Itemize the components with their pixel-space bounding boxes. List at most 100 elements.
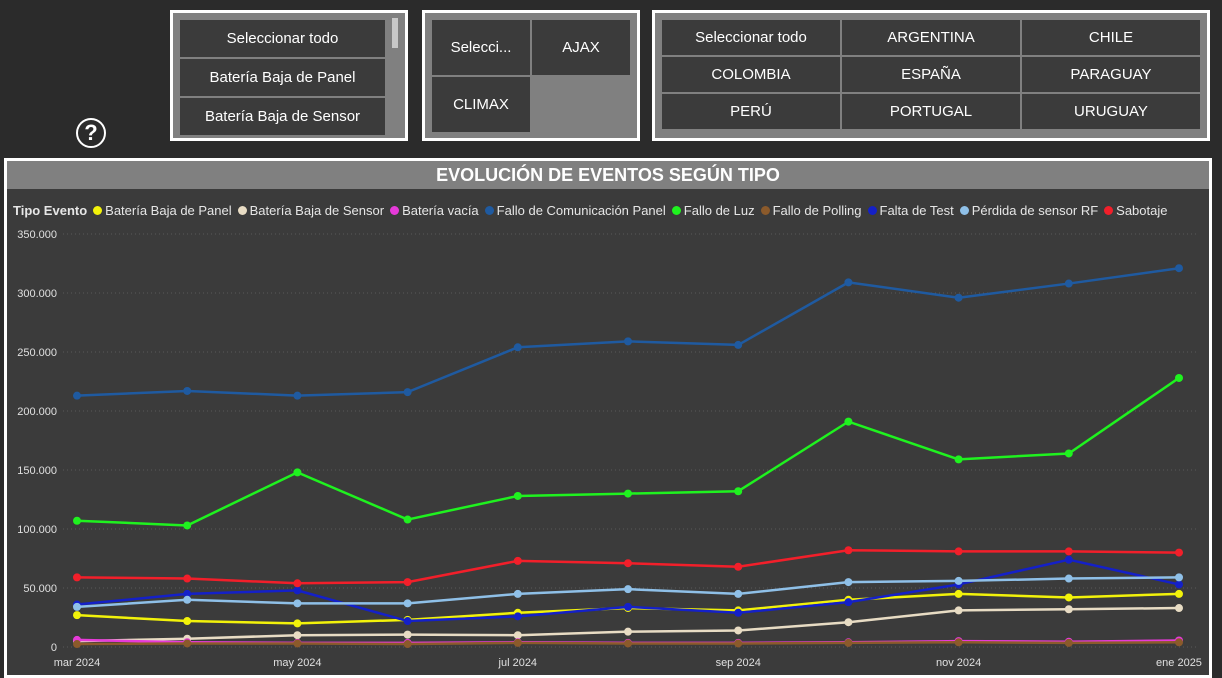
series-line	[76, 606, 1180, 643]
slicer-scrollbar[interactable]	[392, 18, 398, 48]
legend-item[interactable]: Batería vacía	[390, 203, 479, 218]
data-point	[624, 627, 632, 636]
legend-item[interactable]: Batería Baja de Sensor	[237, 203, 384, 218]
slicer-brand: Selecci... AJAX CLIMAX	[422, 10, 640, 141]
slicer-item-uruguay[interactable]: URUGUAY	[1022, 94, 1200, 129]
slicer-item-portugal[interactable]: PORTUGAL	[842, 94, 1020, 129]
data-point	[844, 278, 853, 287]
data-point	[403, 630, 412, 639]
slicer-item-bateria-baja-panel[interactable]: Batería Baja de Panel	[180, 59, 385, 96]
legend-marker	[93, 205, 103, 215]
legend-marker	[484, 205, 494, 215]
data-point	[513, 638, 522, 647]
chart-legend: Tipo Evento Batería Baja de Panel Batería…	[13, 201, 1173, 219]
data-point	[1175, 573, 1183, 582]
data-point	[1064, 574, 1073, 583]
data-point	[734, 340, 743, 349]
slicer-item-ajax[interactable]: AJAX	[532, 20, 630, 75]
slicer-country: Seleccionar todo ARGENTINA CHILE COLOMBI…	[652, 10, 1210, 141]
legend-item[interactable]: Batería Baja de Panel	[93, 202, 232, 218]
series-line	[76, 266, 1180, 397]
data-point	[73, 573, 81, 582]
slicer-item-bateria-baja-sensor[interactable]: Batería Baja de Sensor	[180, 98, 385, 135]
slicer-item-chile[interactable]: CHILE	[1022, 20, 1200, 55]
legend-marker	[237, 205, 247, 215]
data-point	[954, 576, 963, 585]
legend-title: Tipo Evento	[13, 202, 88, 218]
legend-item[interactable]: Fallo de Luz	[671, 202, 755, 218]
data-point	[844, 598, 853, 607]
slicer-item-peru[interactable]: PERÚ	[662, 94, 840, 129]
legend-item[interactable]: Pérdida de sensor RF	[959, 202, 1099, 218]
y-tick-label: 200.000	[17, 406, 57, 418]
legend-marker	[1104, 205, 1114, 215]
data-point	[954, 589, 963, 598]
slicer-item-select-all[interactable]: Seleccionar todo	[662, 20, 840, 55]
slicer-item-climax[interactable]: CLIMAX	[432, 77, 530, 132]
x-tick-label: jul 2024	[498, 657, 538, 669]
data-point	[1175, 264, 1183, 273]
y-tick-label: 300.000	[17, 288, 57, 300]
data-point	[403, 578, 412, 587]
data-point	[954, 606, 963, 615]
data-point	[293, 391, 302, 400]
slicer-item-paraguay[interactable]: PARAGUAY	[1022, 57, 1200, 92]
legend-item[interactable]: Fallo de Comunicación Panel	[484, 202, 666, 218]
data-point	[734, 487, 743, 496]
data-point	[954, 455, 963, 464]
data-point	[844, 578, 853, 587]
x-tick-label: ene 2025	[1156, 657, 1202, 669]
data-point	[513, 556, 522, 565]
data-point	[844, 638, 853, 647]
y-tick-label: 50.000	[23, 583, 57, 595]
slicer-item-espana[interactable]: ESPAÑA	[842, 57, 1020, 92]
slicer-item-colombia[interactable]: COLOMBIA	[662, 57, 840, 92]
data-point	[293, 639, 302, 648]
data-point	[734, 608, 743, 617]
legend-label: Fallo de Luz	[683, 202, 755, 218]
legend-item[interactable]: Fallo de Polling	[760, 202, 862, 218]
data-point	[734, 589, 743, 598]
data-point	[1175, 580, 1183, 589]
legend-item[interactable]: Falta de Test	[867, 203, 954, 218]
data-point	[1064, 593, 1073, 602]
data-point	[513, 343, 522, 352]
data-point	[183, 595, 192, 604]
legend-marker	[760, 205, 770, 215]
y-tick-label: 250.000	[17, 347, 57, 359]
legend-label: Batería Baja de Panel	[105, 202, 232, 218]
data-point	[624, 559, 632, 568]
data-point	[1175, 604, 1183, 613]
data-point	[1064, 449, 1073, 458]
data-point	[624, 585, 632, 594]
slicer-item-select-all[interactable]: Selecci...	[432, 20, 530, 75]
data-point	[1064, 638, 1073, 647]
data-point	[624, 337, 632, 346]
data-point	[513, 612, 522, 621]
data-point	[183, 574, 192, 583]
help-icon[interactable]: ?	[76, 118, 106, 148]
data-point	[844, 546, 853, 555]
data-point	[734, 626, 743, 635]
y-tick-label: 0	[51, 642, 57, 654]
slicer-item-select-all[interactable]: Seleccionar todo	[180, 20, 385, 57]
x-tick-label: nov 2024	[936, 657, 981, 669]
legend-item[interactable]: Sabotaje	[1104, 203, 1167, 218]
data-point	[73, 640, 81, 649]
legend-label: Fallo de Comunicación Panel	[496, 202, 666, 218]
legend-label: Sabotaje	[1116, 202, 1168, 218]
data-point	[513, 631, 522, 640]
series-line	[76, 376, 1180, 527]
data-point	[624, 602, 632, 611]
data-point	[293, 579, 302, 588]
data-point	[954, 293, 963, 302]
data-point	[844, 618, 853, 627]
chart-title: EVOLUCIÓN DE EVENTOS SEGÚN TIPO	[7, 161, 1209, 189]
legend-label: Batería vacía	[402, 202, 479, 218]
y-tick-label: 350.000	[17, 229, 57, 241]
slicer-item-argentina[interactable]: ARGENTINA	[842, 20, 1020, 55]
data-point	[954, 547, 963, 556]
legend-label: Pérdida de sensor RF	[971, 202, 1099, 218]
legend-label: Fallo de Polling	[772, 202, 862, 218]
data-point	[183, 589, 192, 598]
